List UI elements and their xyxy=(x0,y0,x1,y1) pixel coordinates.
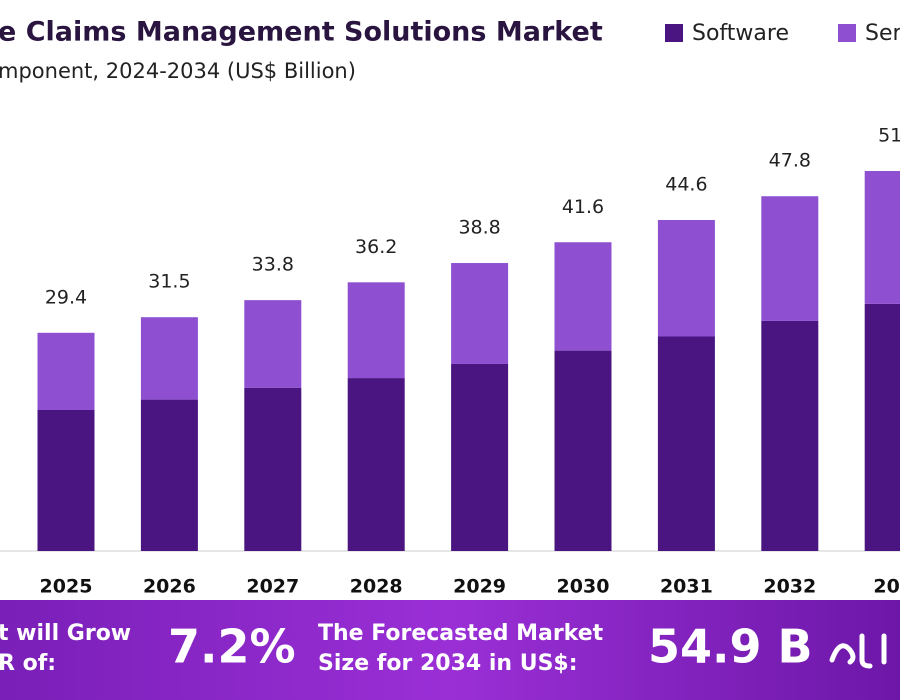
bar-segment xyxy=(864,171,900,304)
bar-segment xyxy=(347,282,405,379)
bar-segment xyxy=(37,332,95,410)
x-tick-label: 2030 xyxy=(557,576,610,598)
banner-text: R of: xyxy=(0,651,56,676)
legend-swatch xyxy=(665,24,683,42)
bar-segment xyxy=(451,263,509,364)
total-label: 41.6 xyxy=(562,196,604,218)
total-label: 44.6 xyxy=(665,173,707,195)
x-tick-label: 2029 xyxy=(453,576,506,598)
banner xyxy=(0,600,900,700)
bar-segment xyxy=(761,320,819,551)
total-label: 36.2 xyxy=(355,236,397,258)
x-tick-label: 2028 xyxy=(350,576,403,598)
legend-label: Software xyxy=(692,21,789,46)
x-tick-label: 2027 xyxy=(246,576,299,598)
legend-swatch xyxy=(838,24,856,42)
bar-segment xyxy=(657,336,715,551)
x-tick-label: 203 xyxy=(873,576,900,598)
bar-segment xyxy=(554,242,612,351)
bar-segment xyxy=(140,317,198,400)
x-tick-label: 2032 xyxy=(763,576,816,598)
total-label: 31.5 xyxy=(148,271,190,293)
bar-segment xyxy=(451,363,509,551)
logo xyxy=(829,633,887,669)
banner-cagr: 7.2% xyxy=(168,620,296,674)
total-label: 51. xyxy=(878,125,900,147)
bar-segment xyxy=(657,219,715,337)
x-tick-label: 2031 xyxy=(660,576,713,598)
banner-text: t will Grow xyxy=(0,621,131,646)
bar-segment xyxy=(244,300,302,388)
total-label: 47.8 xyxy=(769,150,811,172)
bar-segment xyxy=(37,409,95,551)
total-label: 38.8 xyxy=(458,217,500,239)
total-label: 33.8 xyxy=(252,254,294,276)
bar-segment xyxy=(140,399,198,551)
chart-subtitle: mponent, 2024-2034 (US$ Billion) xyxy=(0,59,356,83)
legend-label: Ser xyxy=(865,21,900,46)
bar-segment xyxy=(864,303,900,551)
chart-title: e Claims Management Solutions Market xyxy=(0,17,603,48)
banner-text: The Forecasted Market xyxy=(318,621,604,646)
total-label: 29.4 xyxy=(45,286,87,308)
x-tick-label: 2026 xyxy=(143,576,196,598)
x-tick-label: 2025 xyxy=(40,576,93,598)
bar-segment xyxy=(244,387,302,551)
banner-forecast: 54.9 B xyxy=(648,620,813,674)
bar-segment xyxy=(554,350,612,551)
banner-text: Size for 2034 in US$: xyxy=(318,651,578,676)
bar-segment xyxy=(347,378,405,551)
bar-segment xyxy=(761,196,819,321)
